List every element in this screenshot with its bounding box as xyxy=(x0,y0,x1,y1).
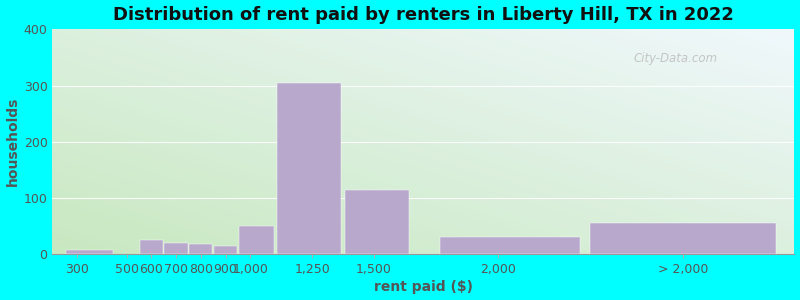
Bar xyxy=(440,237,580,254)
X-axis label: rent paid ($): rent paid ($) xyxy=(374,280,473,294)
Bar xyxy=(165,243,188,254)
Bar xyxy=(345,190,409,254)
Bar xyxy=(277,83,341,254)
Bar xyxy=(214,246,238,254)
Bar xyxy=(190,244,213,254)
Title: Distribution of rent paid by renters in Liberty Hill, TX in 2022: Distribution of rent paid by renters in … xyxy=(113,6,734,24)
Bar xyxy=(66,250,113,254)
Text: City-Data.com: City-Data.com xyxy=(634,52,718,65)
Bar xyxy=(590,223,776,254)
Y-axis label: households: households xyxy=(6,97,19,187)
Bar xyxy=(140,240,163,254)
Bar xyxy=(239,226,274,254)
